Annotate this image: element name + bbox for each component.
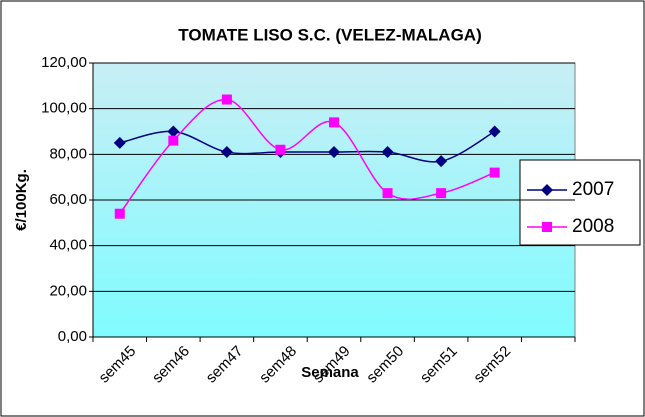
legend-label: 2008 bbox=[572, 216, 614, 237]
y-tick-label: 60,00 bbox=[49, 191, 87, 208]
data-point bbox=[328, 146, 340, 159]
data-point bbox=[220, 146, 233, 159]
y-tick-label: 20,00 bbox=[49, 282, 87, 299]
y-axis-label: €/100Kg. bbox=[13, 169, 30, 231]
data-point bbox=[435, 155, 448, 168]
data-point bbox=[114, 208, 125, 219]
data-point bbox=[275, 144, 286, 155]
data-point bbox=[436, 188, 447, 199]
y-tick-label: 120,00 bbox=[41, 54, 87, 71]
legend-marker bbox=[541, 184, 553, 196]
y-tick-label: 0,00 bbox=[58, 328, 87, 345]
legend-marker bbox=[542, 222, 552, 232]
chart-title: TOMATE LISO S.C. (VELEZ-MALAGA) bbox=[178, 25, 481, 44]
data-point bbox=[382, 188, 393, 199]
data-point bbox=[221, 94, 232, 105]
data-point bbox=[489, 167, 500, 178]
y-tick-label: 100,00 bbox=[41, 100, 87, 117]
y-tick-label: 40,00 bbox=[49, 237, 87, 254]
data-point bbox=[381, 146, 394, 159]
legend-label: 2007 bbox=[572, 179, 614, 200]
data-point bbox=[168, 135, 179, 146]
y-tick-label: 80,00 bbox=[49, 145, 87, 162]
legend bbox=[519, 159, 641, 246]
x-axis-label: Semana bbox=[301, 364, 359, 381]
data-point bbox=[329, 117, 339, 128]
data-point bbox=[488, 125, 501, 138]
data-point bbox=[167, 125, 180, 138]
data-point bbox=[113, 136, 126, 149]
